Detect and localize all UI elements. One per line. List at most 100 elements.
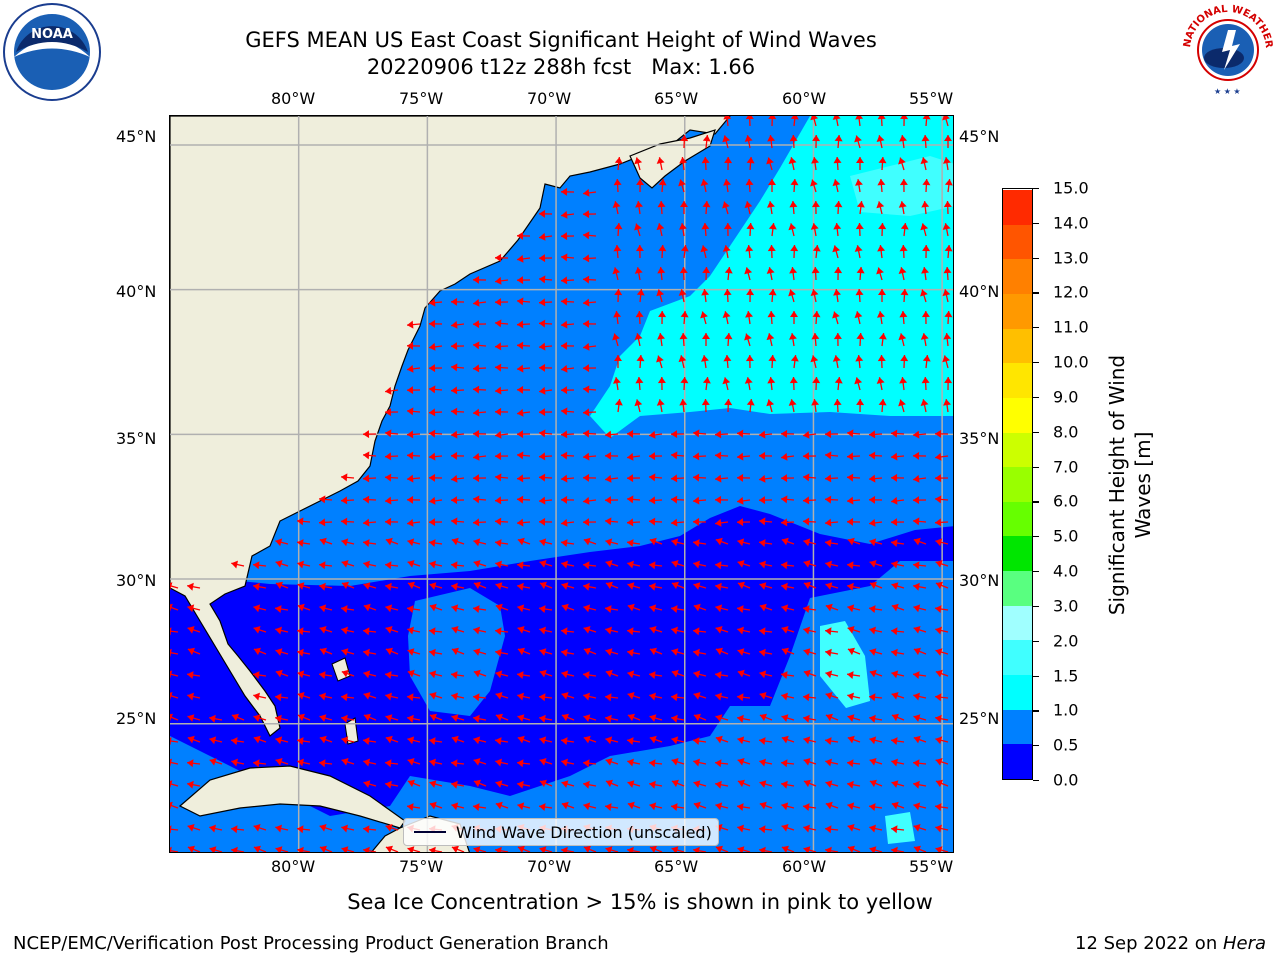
wind-arrow-head xyxy=(766,399,775,407)
map-legend: Wind Wave Direction (unscaled) xyxy=(403,818,719,846)
wind-arrow-head xyxy=(900,116,909,120)
wind-arrow-head xyxy=(451,582,458,591)
wind-arrow-head xyxy=(429,603,437,612)
wind-arrow-head xyxy=(605,714,612,723)
wind-arrow-head xyxy=(921,311,930,318)
wind-arrow-head xyxy=(634,157,643,165)
wind-arrow-head xyxy=(275,538,283,547)
wind-arrow-head xyxy=(702,333,710,339)
wind-arrow-head xyxy=(693,670,701,679)
wind-arrow-head xyxy=(723,355,732,362)
wind-arrow-head xyxy=(319,626,327,634)
wind-arrow-head xyxy=(942,116,950,121)
wind-arrow-head xyxy=(913,647,921,656)
wind-arrow-head xyxy=(944,311,953,318)
wind-arrow-head xyxy=(561,713,569,722)
colorbar-tick-label: 10.0 xyxy=(1053,352,1089,372)
lat-tick-left-30n: 30°N xyxy=(116,571,157,590)
wind-arrow-head xyxy=(847,626,855,634)
lon-tick-bottom-60w: 60°W xyxy=(782,857,827,876)
colorbar-tick-mark xyxy=(1033,327,1039,329)
wind-arrow-head xyxy=(737,846,745,852)
wind-arrow-head xyxy=(429,539,436,547)
wind-arrow-head xyxy=(869,714,876,723)
wind-arrow-head xyxy=(854,311,863,319)
colorbar-tick-mark xyxy=(1033,571,1039,573)
wind-arrow-head xyxy=(319,845,327,852)
wind-arrow-head xyxy=(790,179,799,186)
colorbar-tick-mark xyxy=(1033,431,1039,433)
wind-arrow-head xyxy=(944,377,953,384)
legend-label: Wind Wave Direction (unscaled) xyxy=(456,822,712,842)
wind-arrow-head xyxy=(869,736,877,745)
wind-arrow-shaft xyxy=(170,606,179,611)
wind-arrow-head xyxy=(825,737,832,745)
lon-tick-bottom-75w: 75°W xyxy=(399,857,444,876)
wind-arrow-head xyxy=(856,333,865,340)
wind-arrow-head xyxy=(899,179,908,186)
wind-arrow-head xyxy=(671,538,679,547)
wind-arrow-head xyxy=(605,496,612,505)
wind-arrow-head xyxy=(297,517,304,526)
wind-arrow-head xyxy=(275,669,283,678)
wind-arrow-head xyxy=(693,473,700,482)
wind-arrow-head xyxy=(722,377,731,385)
wind-arrow-head xyxy=(649,845,657,852)
wind-arrow-head xyxy=(935,452,942,461)
wind-arrow-head xyxy=(495,780,503,788)
wind-arrow-head xyxy=(319,671,326,679)
wind-arrow-head xyxy=(913,517,920,526)
lat-tick-right-35n: 35°N xyxy=(959,429,1000,448)
colorbar-tick-mark xyxy=(1033,222,1039,224)
wind-arrow-head xyxy=(231,758,238,767)
wind-arrow-head xyxy=(517,626,525,634)
wind-arrow-head xyxy=(429,473,436,482)
lat-tick-left-40n: 40°N xyxy=(116,282,157,301)
wind-arrow-head xyxy=(891,846,898,852)
wind-arrow-head xyxy=(341,605,348,613)
wind-arrow-head xyxy=(495,692,503,700)
wind-arrow-head xyxy=(812,377,821,384)
wind-arrow-head xyxy=(913,714,921,722)
pale-wave-region xyxy=(850,156,953,216)
wind-arrow-head xyxy=(737,538,745,547)
colorbar-tick-mark xyxy=(1033,466,1039,468)
wind-arrow-head xyxy=(789,377,798,384)
wind-arrow-head xyxy=(737,626,744,635)
wind-arrow-head xyxy=(170,713,173,722)
wind-arrow-head xyxy=(869,495,876,504)
chart-subtitle: 20220906 t12z 288h fcst Max: 1.66 xyxy=(366,55,756,79)
wind-arrow-head xyxy=(781,780,788,789)
wind-arrow-head xyxy=(766,333,775,341)
wind-arrow-head xyxy=(745,179,754,186)
wind-arrow-head xyxy=(847,561,854,570)
wind-arrow-head xyxy=(825,846,832,852)
wind-arrow-head xyxy=(495,253,502,262)
wind-arrow-head xyxy=(517,320,524,329)
wind-arrow-head xyxy=(877,245,886,252)
lon-tick-bottom-65w: 65°W xyxy=(654,857,699,876)
wind-arrow-head xyxy=(539,581,547,590)
wind-arrow-head xyxy=(810,223,819,230)
colorbar-tick-mark xyxy=(1033,640,1039,642)
wind-arrow-head xyxy=(341,846,349,852)
wind-arrow-head xyxy=(700,245,709,253)
wind-arrow-head xyxy=(517,276,524,285)
wind-arrow-head xyxy=(891,758,898,767)
colorbar-segment xyxy=(1003,258,1032,294)
wind-arrow-head xyxy=(781,735,789,744)
wind-arrow-head xyxy=(385,845,393,852)
wind-arrow-head xyxy=(583,692,590,701)
wind-arrow-head xyxy=(657,333,665,340)
wind-arrow-head xyxy=(614,157,623,164)
legend-line-swatch xyxy=(414,831,446,833)
wind-arrow-head xyxy=(583,429,590,438)
wind-arrow-head xyxy=(385,647,393,656)
colorbar-tick-mark xyxy=(1033,257,1039,259)
wind-arrow-head xyxy=(921,267,929,274)
wind-arrow-head xyxy=(693,737,700,745)
wind-arrow-head xyxy=(803,736,811,745)
wind-arrow-head xyxy=(363,495,370,504)
wind-arrow-head xyxy=(473,364,480,373)
wind-arrow-head xyxy=(517,735,525,744)
